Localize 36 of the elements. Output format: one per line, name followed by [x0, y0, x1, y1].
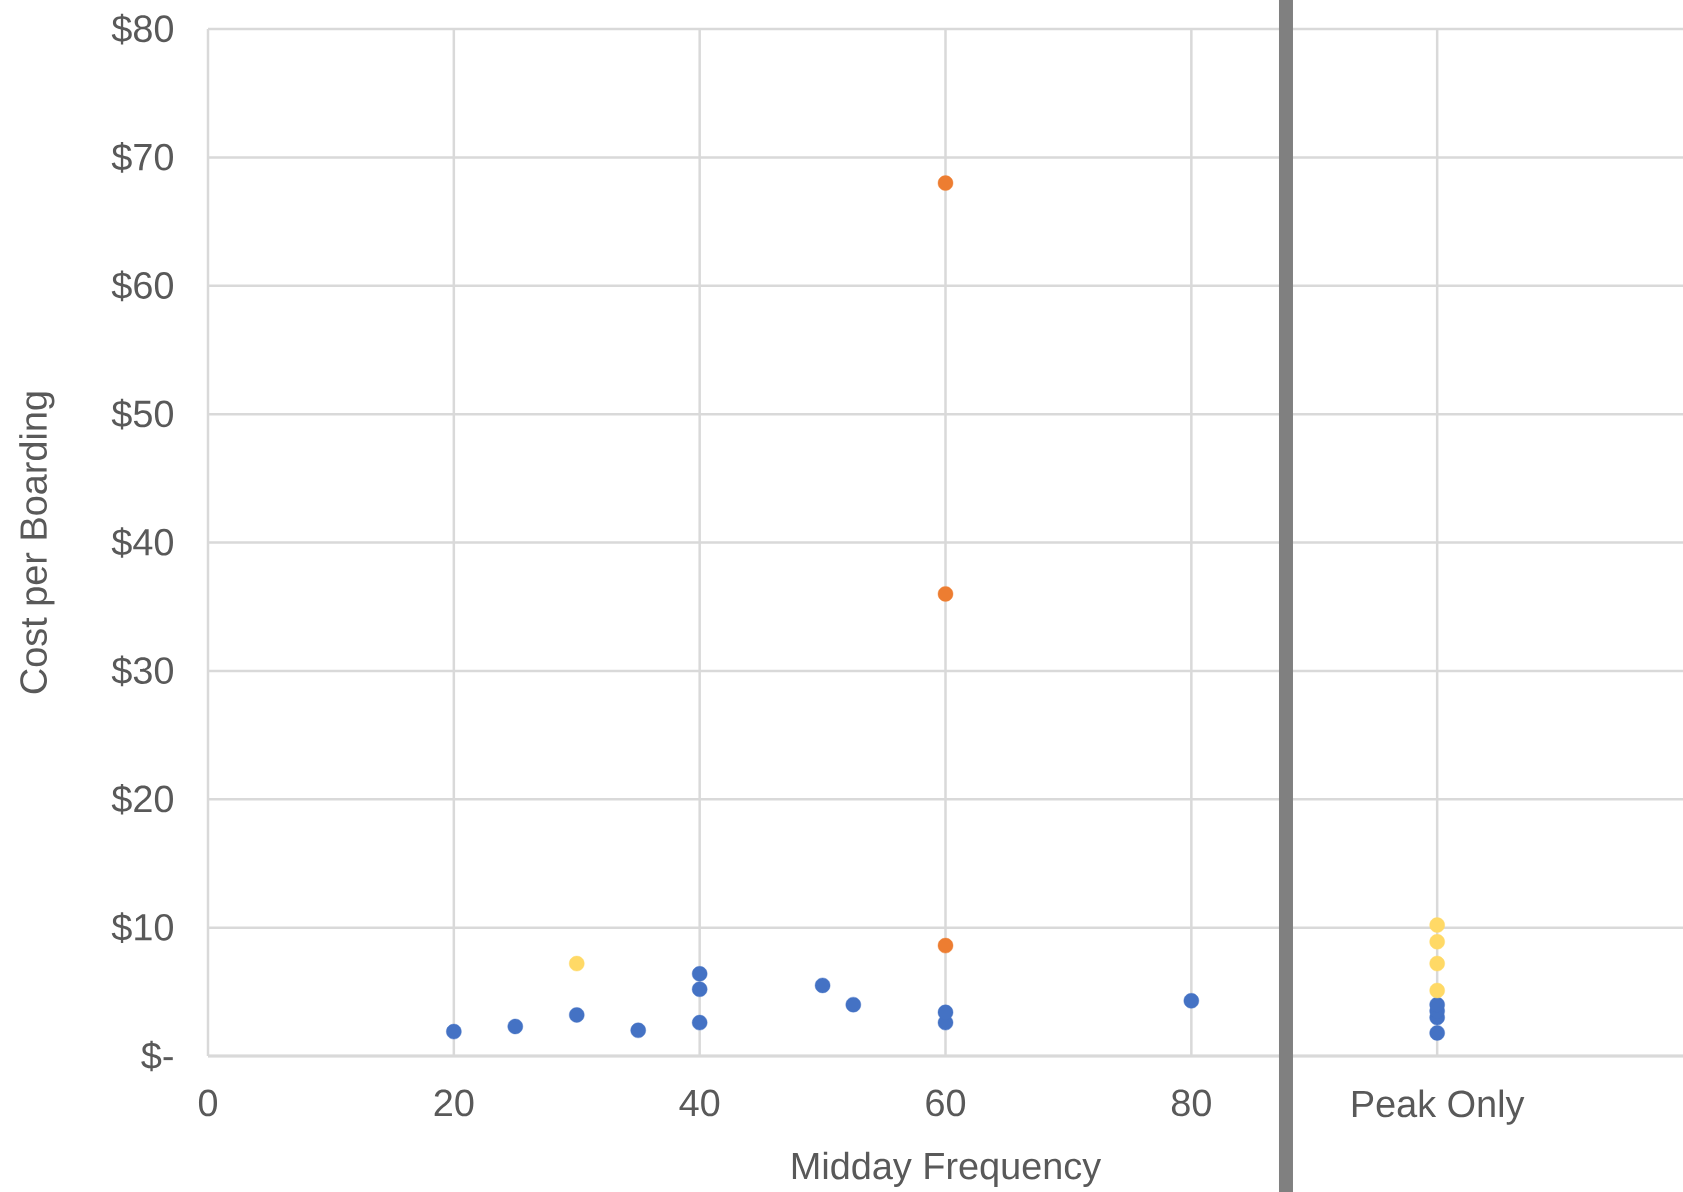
y-tick-label: $70: [111, 142, 173, 173]
y-tick-label: $20: [111, 783, 173, 815]
point: [630, 1022, 646, 1039]
y-tick-label: $40: [111, 527, 173, 558]
point: [1429, 955, 1445, 972]
point: [691, 981, 708, 997]
y-axis-title: Cost per Boarding: [19, 392, 55, 694]
point: [1183, 993, 1200, 1009]
point: [845, 996, 862, 1013]
x-tick-label: 20: [434, 1089, 474, 1117]
point: [507, 1018, 523, 1035]
point: [937, 586, 954, 602]
y-tick-label: $10: [111, 912, 173, 943]
point: [1429, 982, 1445, 999]
y-tick-label: $80: [111, 13, 173, 45]
x-tick-label: 0: [198, 1089, 218, 1117]
point: [691, 966, 708, 982]
point: [691, 1014, 708, 1031]
point: [446, 1023, 462, 1040]
x-tick-label: Peak Only: [1352, 1089, 1525, 1125]
x-tick-label: 60: [926, 1089, 966, 1117]
point: [937, 937, 954, 954]
x-tick-label: 40: [679, 1089, 720, 1117]
point: [1429, 1025, 1445, 1041]
point: [937, 175, 954, 191]
y-tick-label: $60: [111, 270, 173, 302]
x-tick-label: 80: [1171, 1089, 1211, 1117]
point: [569, 955, 585, 972]
y-tick-label: $-: [141, 1040, 173, 1072]
point: [1429, 917, 1445, 933]
point: [814, 977, 831, 994]
point: [1429, 934, 1445, 950]
y-tick-label: $30: [111, 655, 173, 687]
y-tick-label: $50: [111, 398, 173, 430]
x-axis-title: Midday Frequency: [792, 1151, 1102, 1187]
point: [569, 1007, 585, 1023]
